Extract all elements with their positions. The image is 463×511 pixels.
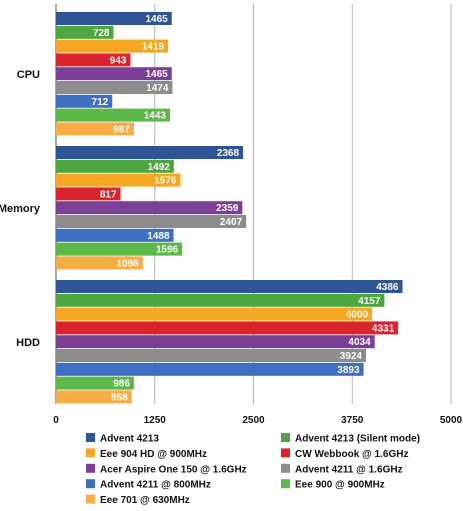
bar xyxy=(56,390,132,404)
data-label: 1419 xyxy=(142,42,165,53)
bar xyxy=(56,53,131,67)
legend-label: CW Webbook @ 1.6GHz xyxy=(295,449,408,460)
bar xyxy=(56,228,174,242)
legend-swatch xyxy=(281,479,290,489)
legend-label: Eee 701 @ 630MHz xyxy=(100,495,190,506)
x-tick-labels: 0 1250 2500 3750 5000 xyxy=(53,415,462,426)
x-tick-label: 2500 xyxy=(242,415,265,426)
data-label: 712 xyxy=(92,97,109,108)
legend-swatch xyxy=(281,433,290,442)
legend-swatch xyxy=(86,448,95,458)
data-label: 4000 xyxy=(346,310,369,321)
data-label: 4157 xyxy=(358,296,381,307)
legend-swatch xyxy=(281,463,290,473)
data-label: 3924 xyxy=(340,351,363,362)
bar xyxy=(56,242,183,256)
data-label: 1465 xyxy=(145,14,168,25)
bar xyxy=(56,173,181,187)
bar xyxy=(56,321,399,335)
data-label: 1576 xyxy=(154,176,177,187)
legend-label: Advent 4213 xyxy=(100,434,159,445)
data-label: 943 xyxy=(110,55,127,66)
bar xyxy=(56,108,170,122)
category-labels: CPU Memory HDD xyxy=(0,69,41,349)
x-tick-label: 3750 xyxy=(341,415,364,426)
x-tick-label: 1250 xyxy=(144,415,167,426)
bar xyxy=(56,12,172,25)
legend-label: Eee 900 @ 900MHz xyxy=(295,480,385,491)
legend-label: Advent 4213 (Silent mode) xyxy=(295,434,420,445)
legend: Advent 4213 Advent 4213 (Silent mode) Eee … xyxy=(86,433,420,506)
bar xyxy=(56,187,121,201)
legend-swatch xyxy=(86,463,95,473)
data-label: 4386 xyxy=(376,282,399,293)
bar xyxy=(56,39,169,53)
bar xyxy=(56,81,173,94)
bar xyxy=(56,349,366,362)
data-label: 728 xyxy=(93,28,110,39)
bar xyxy=(56,335,375,349)
bar xyxy=(56,215,247,228)
data-label: 817 xyxy=(100,189,117,200)
bar xyxy=(56,67,172,81)
category-label: HDD xyxy=(16,337,40,349)
legend-swatch xyxy=(281,448,290,458)
bar xyxy=(56,293,385,307)
bar xyxy=(56,159,174,173)
bar xyxy=(56,362,364,376)
data-label: 1596 xyxy=(156,245,179,256)
x-tick-label: 0 xyxy=(53,415,59,426)
data-label: 987 xyxy=(113,124,130,135)
legend-label: Advent 4211 @ 1.6GHz xyxy=(295,464,403,475)
bar xyxy=(56,146,244,159)
bar xyxy=(56,122,134,136)
bar xyxy=(56,94,113,108)
bar xyxy=(56,280,403,293)
data-label: 986 xyxy=(113,379,130,390)
data-label: 4331 xyxy=(372,323,395,334)
data-label: 958 xyxy=(111,392,128,403)
bar xyxy=(56,201,243,215)
bar xyxy=(56,376,134,390)
data-label: 1098 xyxy=(116,258,139,269)
data-label: 4034 xyxy=(348,337,371,348)
x-tick-label: 5000 xyxy=(440,415,463,426)
data-label: 2368 xyxy=(217,148,240,159)
data-label: 1488 xyxy=(147,231,170,242)
data-label: 2407 xyxy=(220,217,243,228)
data-label: 3893 xyxy=(337,365,360,376)
bar xyxy=(56,256,143,270)
bars: 1465 728 1419 943 1465 1474 712 1443 987 2368 1492… xyxy=(56,12,403,404)
legend-label: Eee 904 HD @ 900MHz xyxy=(100,449,207,460)
legend-swatch xyxy=(86,433,95,442)
data-label: 1443 xyxy=(144,111,167,122)
data-label: 1465 xyxy=(145,69,168,80)
category-label: CPU xyxy=(17,69,40,81)
data-label: 2359 xyxy=(216,203,239,214)
category-label: Memory xyxy=(0,203,41,215)
data-label: 1492 xyxy=(148,162,171,173)
legend-label: Advent 4211 @ 800MHz xyxy=(100,480,211,491)
legend-label: Acer Aspire One 150 @ 1.6GHz xyxy=(100,464,247,475)
data-label: 1474 xyxy=(146,83,169,94)
legend-swatch xyxy=(86,494,95,504)
bar xyxy=(56,25,114,39)
bar xyxy=(56,307,372,321)
legend-swatch xyxy=(86,479,95,489)
